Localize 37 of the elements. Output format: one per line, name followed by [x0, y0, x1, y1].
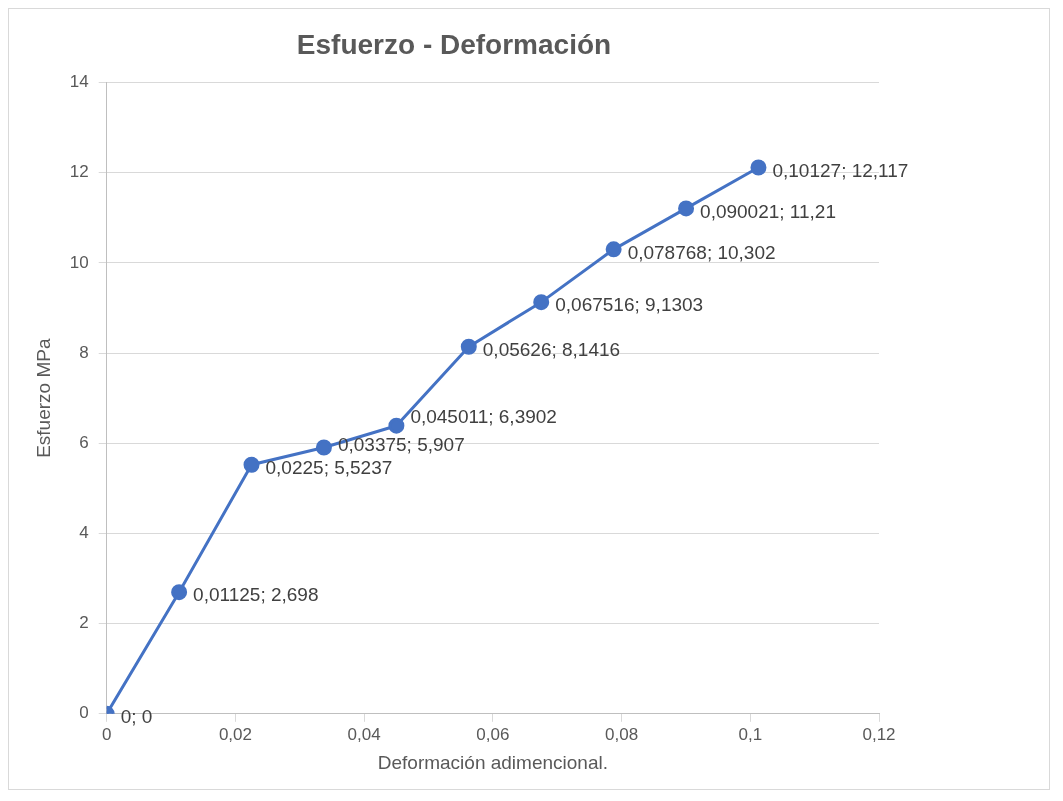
- point: [460, 338, 477, 355]
- point: [171, 584, 188, 601]
- x-tick-label: 0: [101, 724, 112, 744]
- data-label: 0,10127; 12,117: [772, 159, 909, 181]
- point: [678, 200, 695, 217]
- y-tick-label: 2: [79, 613, 89, 633]
- x-tick-label: 0,08: [605, 724, 639, 744]
- y-tick-label: 10: [69, 252, 89, 272]
- y-tick-label: 4: [79, 523, 89, 543]
- data-label: 0,0225; 5,5237: [265, 456, 393, 478]
- point: [243, 456, 260, 473]
- y-tick-label: 12: [69, 162, 89, 182]
- x-axis-title: Deformación adimencional.: [377, 751, 608, 773]
- point: [388, 417, 405, 434]
- x-tick-label: 0,12: [862, 724, 896, 744]
- point: [533, 294, 550, 311]
- data-label: 0,090021; 11,21: [700, 200, 837, 222]
- point: [605, 241, 622, 258]
- x-tick-label: 0,06: [476, 724, 510, 744]
- y-axis-title: Esfuerzo MPa: [32, 338, 54, 458]
- y-tick-label: 8: [79, 342, 89, 362]
- x-tick-label: 0,04: [347, 724, 381, 744]
- point: [315, 439, 332, 456]
- data-label: 0,01125; 2,698: [193, 584, 319, 606]
- data-label: 0,03375; 5,907: [337, 433, 465, 455]
- data-label: 0,067516; 9,1303: [555, 294, 704, 316]
- data-label: 0; 0: [120, 706, 153, 728]
- data-label: 0,078768; 10,302: [627, 241, 776, 263]
- y-tick-label: 0: [79, 703, 89, 723]
- y-tick-label: 6: [79, 432, 89, 452]
- data-label: 0,045011; 6,3902: [410, 405, 557, 427]
- point: [750, 159, 767, 176]
- x-tick-label: 0,1: [738, 724, 763, 744]
- data-label: 0,05626; 8,1416: [482, 338, 621, 360]
- x-tick-label: 0,02: [218, 724, 252, 744]
- y-tick-label: 14: [69, 72, 89, 92]
- chart-title: Esfuerzo - Deformación: [296, 28, 612, 60]
